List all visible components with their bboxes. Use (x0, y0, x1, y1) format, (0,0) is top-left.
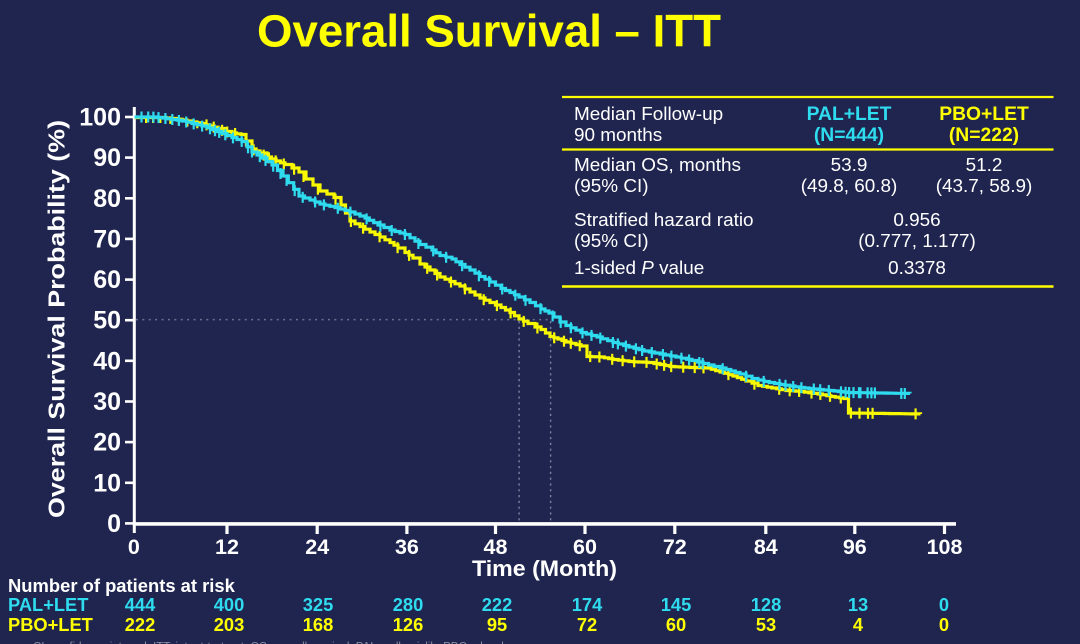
svg-text:PAL+LET: PAL+LET (807, 104, 892, 125)
svg-text:60: 60 (93, 266, 121, 294)
svg-text:Overall Survival Probability (: Overall Survival Probability (%) (44, 120, 70, 518)
svg-text:Stratified hazard ratio: Stratified hazard ratio (574, 210, 754, 231)
svg-text:(95% CI): (95% CI) (574, 176, 649, 197)
svg-text:203: 203 (214, 614, 245, 635)
svg-text:13: 13 (848, 594, 868, 615)
svg-text:280: 280 (393, 594, 424, 615)
svg-text:72: 72 (663, 535, 687, 559)
svg-text:Median Follow-up: Median Follow-up (574, 104, 723, 125)
svg-text:24: 24 (305, 535, 329, 559)
svg-text:Overall Survival – ITT: Overall Survival – ITT (257, 6, 721, 57)
svg-text:PBO+LET: PBO+LET (939, 104, 1029, 125)
svg-text:0: 0 (128, 535, 140, 559)
svg-text:(N=444): (N=444) (814, 125, 884, 146)
svg-text:(N=222): (N=222) (949, 125, 1019, 146)
svg-text:(0.777, 1.177): (0.777, 1.177) (858, 231, 976, 252)
svg-text:325: 325 (303, 594, 334, 615)
svg-text:CI, confidence interval; ITT,: CI, confidence interval; ITT, intent-to-… (33, 642, 517, 644)
svg-text:90 months: 90 months (574, 125, 662, 146)
svg-text:12: 12 (215, 535, 239, 559)
svg-text:174: 174 (572, 594, 603, 615)
svg-text:222: 222 (125, 614, 156, 635)
svg-text:145: 145 (661, 594, 692, 615)
svg-text:126: 126 (393, 614, 424, 635)
svg-text:53: 53 (756, 614, 776, 635)
svg-text:(95% CI): (95% CI) (574, 231, 649, 252)
svg-text:108: 108 (927, 535, 963, 559)
svg-text:30: 30 (93, 388, 121, 416)
svg-text:90: 90 (93, 144, 121, 172)
svg-text:(49.8, 60.8): (49.8, 60.8) (801, 176, 898, 197)
svg-text:400: 400 (214, 594, 245, 615)
svg-text:40: 40 (93, 347, 121, 375)
svg-text:10: 10 (93, 469, 121, 497)
svg-text:36: 36 (395, 535, 419, 559)
svg-text:20: 20 (93, 429, 121, 457)
svg-text:168: 168 (303, 614, 334, 635)
svg-text:128: 128 (751, 594, 782, 615)
svg-text:48: 48 (484, 535, 508, 559)
svg-text:0: 0 (107, 510, 121, 538)
svg-text:51.2: 51.2 (966, 155, 1003, 176)
svg-text:0.956: 0.956 (893, 210, 940, 231)
svg-text:PBO+LET: PBO+LET (8, 614, 93, 635)
svg-text:60: 60 (666, 614, 686, 635)
svg-text:0.3378: 0.3378 (888, 258, 946, 279)
svg-text:444: 444 (125, 594, 156, 615)
svg-text:95: 95 (487, 614, 507, 635)
svg-text:(43.7, 58.9): (43.7, 58.9) (936, 176, 1033, 197)
svg-text:72: 72 (577, 614, 597, 635)
svg-text:84: 84 (754, 535, 778, 559)
svg-text:50: 50 (93, 307, 121, 335)
svg-text:4: 4 (853, 614, 864, 635)
svg-text:222: 222 (482, 594, 513, 615)
svg-text:Median OS, months: Median OS, months (574, 155, 741, 176)
svg-text:1-sided P value: 1-sided P value (574, 258, 704, 279)
svg-text:0: 0 (939, 594, 949, 615)
svg-text:60: 60 (573, 535, 597, 559)
svg-text:Time (Month): Time (Month) (472, 556, 617, 581)
svg-text:53.9: 53.9 (831, 155, 868, 176)
svg-text:Number of patients at risk: Number of patients at risk (8, 575, 236, 596)
svg-text:PAL+LET: PAL+LET (8, 594, 88, 615)
svg-text:96: 96 (843, 535, 867, 559)
svg-text:100: 100 (79, 104, 121, 132)
svg-text:0: 0 (939, 614, 949, 635)
svg-text:80: 80 (93, 185, 121, 213)
svg-text:70: 70 (93, 225, 121, 253)
